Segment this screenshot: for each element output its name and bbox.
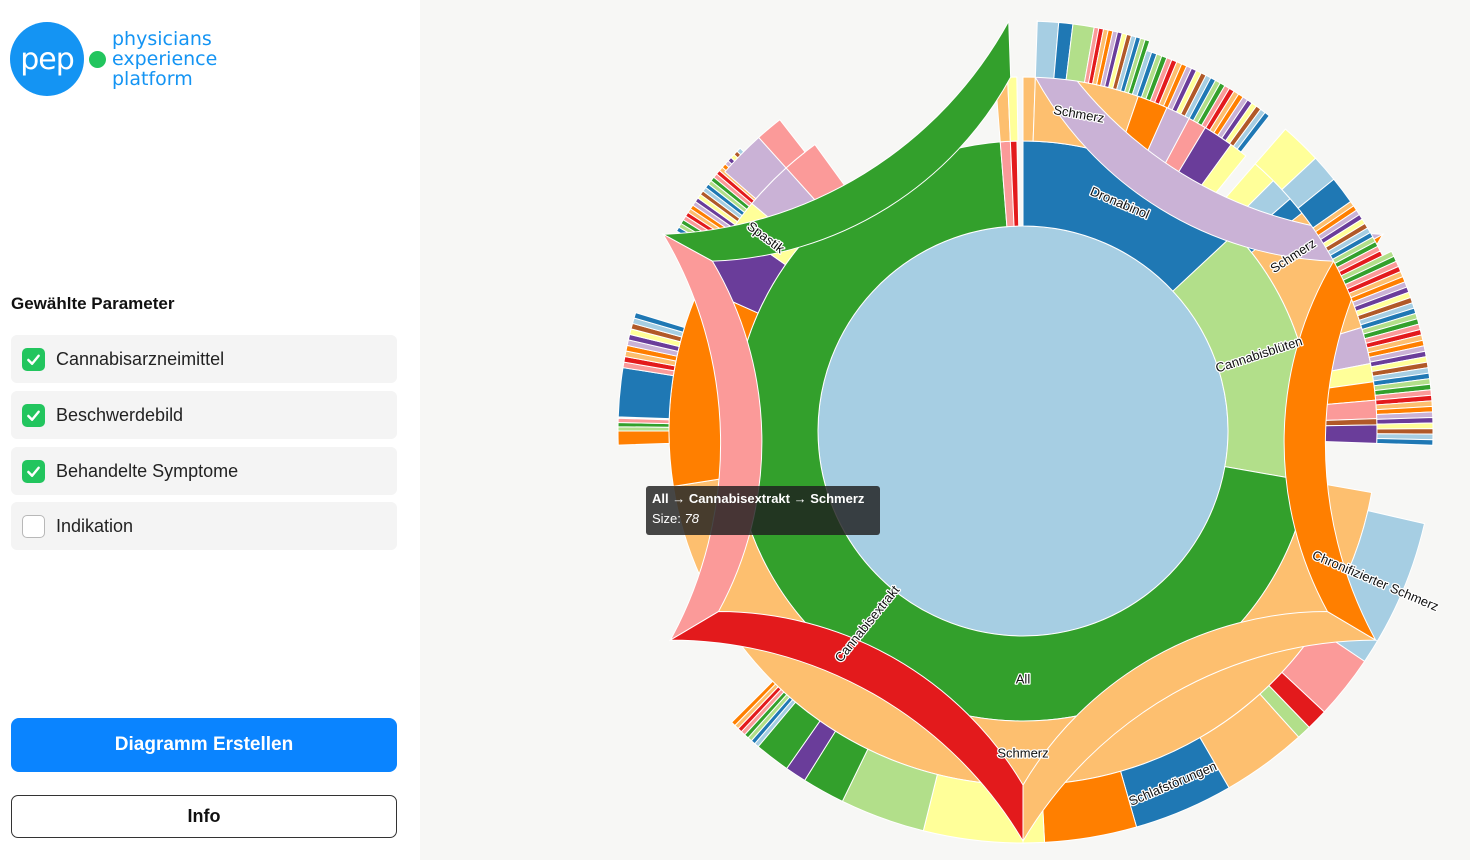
param-indikation[interactable]: Indikation — [11, 502, 397, 550]
param-label: Indikation — [56, 515, 134, 536]
params-title: Gewählte Parameter — [11, 294, 175, 313]
param-behandelte-symptome[interactable]: Behandelte Symptome — [11, 447, 397, 495]
tooltip-path: All → Cannabisextrakt → Schmerz — [652, 491, 865, 506]
root-label: All — [1016, 672, 1031, 687]
chart-tooltip: All → Cannabisextrakt → Schmerz Size: 78 — [646, 486, 880, 535]
param-label: Behandelte Symptome — [56, 460, 239, 481]
leaf-segment[interactable] — [1376, 422, 1434, 430]
tooltip-size: Size: 78 — [652, 511, 874, 526]
leaf-segment[interactable] — [1236, 111, 1270, 153]
leaf-segment[interactable] — [633, 311, 686, 333]
logo-wordmark: physicians experience platform — [112, 29, 217, 89]
leaf-segment[interactable] — [617, 417, 670, 425]
logo-line: experience — [112, 48, 218, 70]
sidebar: pep physicians experience platform Gewäh… — [0, 0, 420, 860]
root-segment[interactable] — [817, 225, 1229, 637]
chart-area: All Dronabinol Cannabisblüten Cannabisextra… — [420, 0, 1470, 860]
leaf-segment[interactable] — [757, 119, 806, 169]
brand-logo: pep physicians experience platform — [10, 22, 217, 96]
check-icon — [27, 466, 40, 477]
leaf-segment[interactable] — [1376, 438, 1434, 446]
info-button[interactable]: Info — [11, 795, 397, 838]
logo-dot — [89, 50, 106, 68]
create-diagram-button[interactable]: Diagramm Erstellen — [11, 718, 397, 772]
check-icon — [27, 410, 40, 421]
tooltip-size-value: 78 — [684, 511, 699, 526]
segments-layer — [617, 19, 1434, 844]
logo-line: platform — [112, 68, 193, 90]
checkbox[interactable] — [22, 403, 45, 427]
param-cannabisarzneimittel[interactable]: Cannabisarzneimittel — [11, 335, 397, 383]
schmerz-extrakt-label: Schmerz — [997, 746, 1048, 761]
check-icon — [27, 354, 40, 365]
param-label: Beschwerdebild — [56, 404, 184, 425]
param-beschwerdebild[interactable]: Beschwerdebild — [11, 391, 397, 439]
checkbox[interactable] — [22, 459, 45, 483]
leaf-segment[interactable] — [617, 367, 674, 420]
leaf-segment[interactable] — [617, 430, 670, 446]
checkbox[interactable] — [22, 347, 45, 371]
tooltip-size-label: Size: — [652, 511, 681, 526]
logo-line: physicians — [112, 28, 212, 50]
leaf-segment[interactable] — [730, 680, 777, 727]
checkbox[interactable] — [22, 514, 45, 538]
param-label: Cannabisarzneimittel — [56, 348, 225, 369]
logo-mark: pep — [10, 22, 84, 96]
sunburst-chart: AllDronabinolCannabisblütenCannabisextra… — [617, 19, 1442, 844]
